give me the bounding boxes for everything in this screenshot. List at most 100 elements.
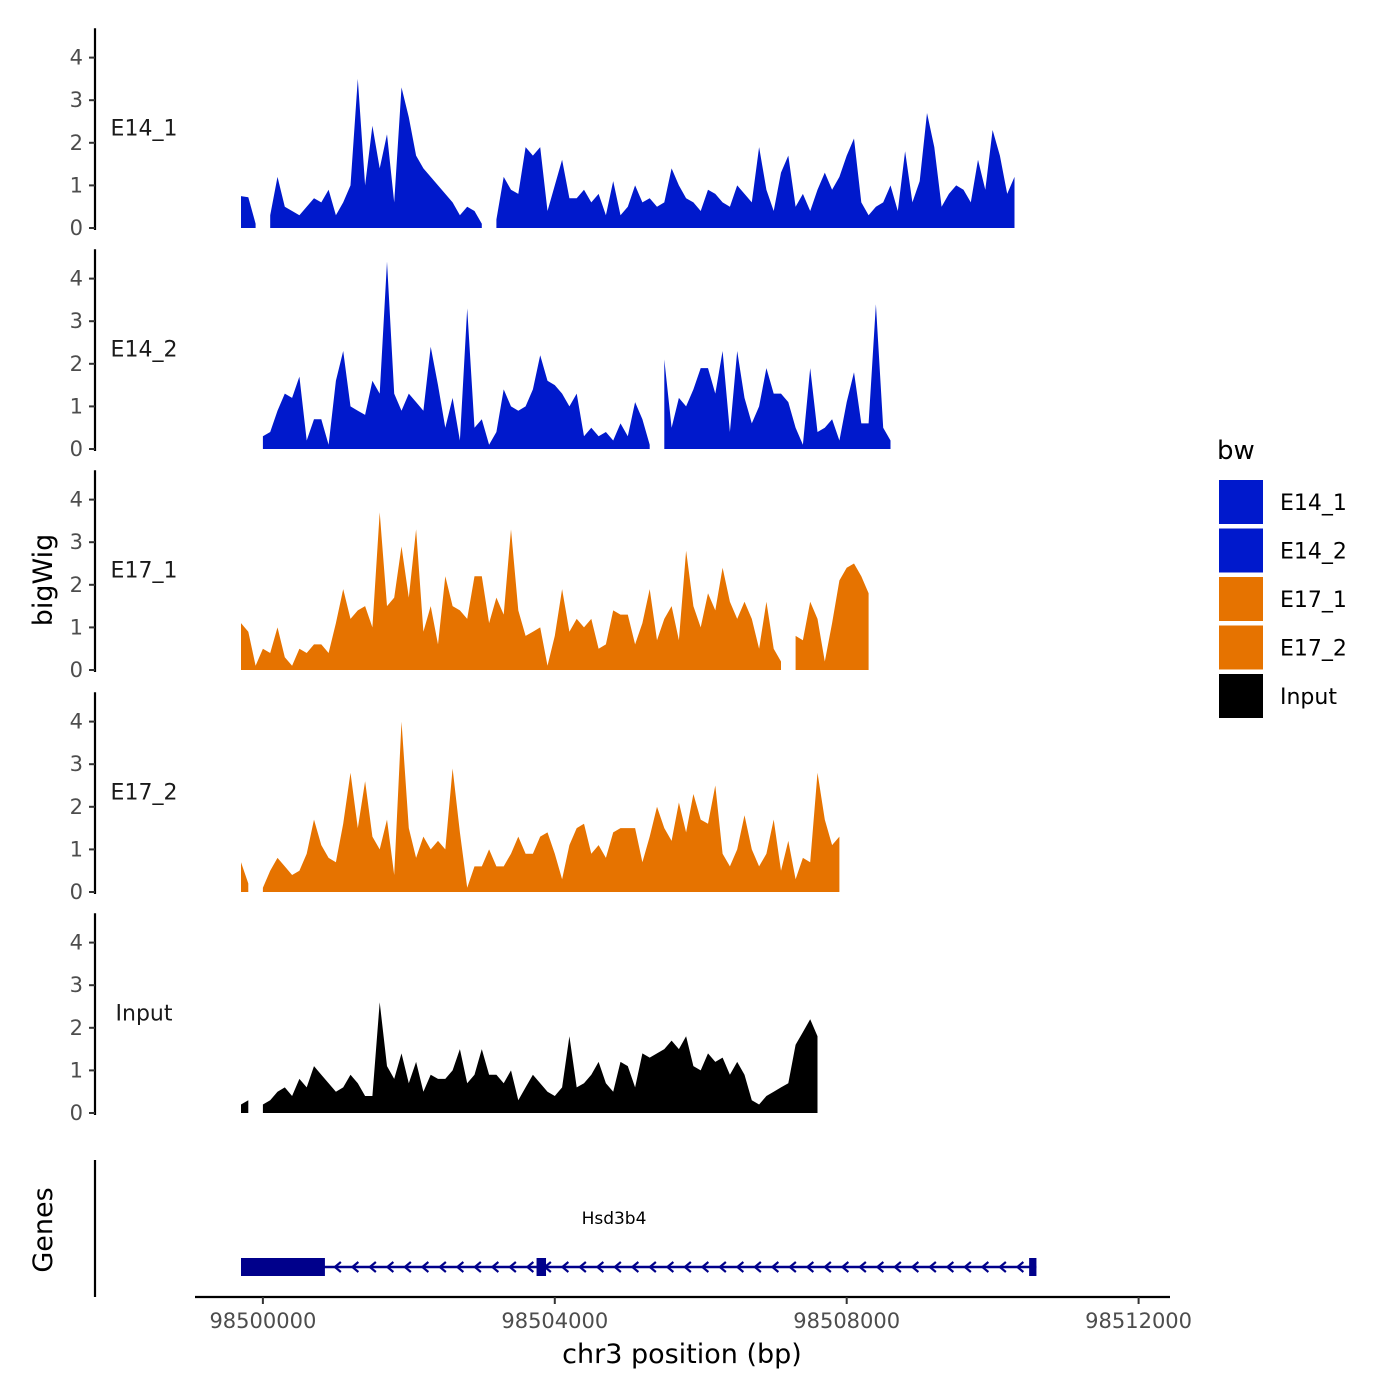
- legend-key-E14_2: [1219, 528, 1263, 573]
- strand-arrow: [840, 1261, 850, 1273]
- y-tick-label: 2: [70, 795, 83, 819]
- strand-arrow: [403, 1261, 412, 1273]
- strand-arrow: [753, 1261, 762, 1273]
- track-Input: 0 1 2 3 4 Input: [70, 913, 818, 1125]
- strand-arrow: [630, 1261, 640, 1273]
- y-tick-label: 1: [70, 837, 83, 861]
- y-tick-label: 3: [70, 88, 83, 112]
- x-tick-label: 98504000: [501, 1309, 608, 1333]
- y-tick-label: 1: [70, 1058, 83, 1082]
- strand-arrow: [665, 1261, 675, 1273]
- x-axis: 98500000 98504000 98508000 98512000: [195, 1295, 1192, 1333]
- legend-key-Input: [1219, 674, 1263, 718]
- strand-arrow: [945, 1261, 955, 1273]
- strand-arrow: [823, 1261, 832, 1273]
- x-axis-title: chr3 position (bp): [562, 1339, 802, 1370]
- strand-arrow: [560, 1261, 570, 1273]
- gene-name-label: Hsd3b4: [582, 1209, 647, 1229]
- area-E14_1: [496, 113, 1015, 228]
- strand-arrow: [718, 1261, 727, 1273]
- track-label: Input: [116, 1002, 173, 1027]
- strand-arrow: [613, 1261, 622, 1273]
- strand-arrow: [963, 1261, 972, 1273]
- strand-arrow: [438, 1261, 447, 1273]
- track-label: E17_1: [111, 559, 178, 584]
- y-tick-label: 3: [70, 309, 83, 333]
- y-tick-label: 1: [70, 615, 83, 639]
- y-tick-label: 4: [70, 488, 83, 512]
- strand-arrow: [648, 1261, 657, 1273]
- strand-arrow: [735, 1261, 745, 1273]
- track-E14_1: 0 1 2 3 4 E14_1: [70, 28, 1015, 240]
- gene-exon: [241, 1258, 325, 1276]
- area-E17_1: [241, 512, 781, 670]
- area-Input: [262, 1002, 818, 1113]
- x-tick-label: 98508000: [793, 1309, 900, 1333]
- y-tick-label: 2: [70, 573, 83, 597]
- strand-arrow: [368, 1261, 377, 1273]
- legend: bw E14_1 E14_2 E17_1 E17_2 Input: [1217, 436, 1347, 718]
- y-tick-label: 4: [70, 931, 83, 955]
- y-tick-label: 3: [70, 530, 83, 554]
- y-tick-label: 2: [70, 352, 83, 376]
- y-tick-label: 0: [70, 880, 83, 904]
- y-tick-label: 4: [70, 267, 83, 291]
- strand-arrow: [910, 1261, 920, 1273]
- track-label: E14_2: [111, 338, 178, 363]
- track-label: E14_1: [111, 117, 178, 142]
- strand-arrow: [455, 1261, 465, 1273]
- strand-arrow: [350, 1261, 360, 1273]
- area-E14_2: [262, 261, 650, 449]
- area-E17_2: [262, 721, 840, 892]
- strand-arrow: [508, 1261, 517, 1273]
- legend-key-E17_1: [1219, 577, 1263, 621]
- strand-arrow: [875, 1261, 885, 1273]
- strand-arrow: [333, 1261, 342, 1273]
- area-Input: [241, 1100, 249, 1113]
- gene-exon: [1029, 1258, 1037, 1276]
- y-tick-label: 2: [70, 1016, 83, 1040]
- strand-arrow: [525, 1261, 535, 1273]
- legend-label: E14_2: [1280, 540, 1347, 565]
- y-tick-label: 1: [70, 173, 83, 197]
- strand-arrow: [420, 1261, 430, 1273]
- genes-track-title: Genes: [28, 1187, 59, 1272]
- x-tick-label: 98512000: [1085, 1309, 1192, 1333]
- y-tick-label: 4: [70, 46, 83, 70]
- y-tick-label: 0: [70, 216, 83, 240]
- y-tick-label: 1: [70, 394, 83, 418]
- y-tick-label: 3: [70, 752, 83, 776]
- y-tick-label: 4: [70, 710, 83, 734]
- track-E17_1: 0 1 2 3 4 E17_1: [70, 470, 869, 682]
- track-E17_2: 0 1 2 3 4 E17_2: [70, 692, 840, 904]
- gene-track: Hsd3b4: [93, 1160, 1037, 1297]
- strand-arrow: [1015, 1261, 1025, 1273]
- area-E17_2: [241, 862, 249, 892]
- strand-arrow: [893, 1261, 902, 1273]
- strand-arrow: [805, 1261, 815, 1273]
- legend-title: bw: [1217, 436, 1255, 466]
- signal-tracks: 0 1 2 3 4 E14_1 0 1 2 3 4 E14_2 0 1 2 3 4 E17_1 0 1 2 3 4 E17_2…: [70, 28, 1015, 1125]
- strand-arrow: [385, 1261, 395, 1273]
- legend-label: E17_1: [1280, 588, 1347, 613]
- gene-exon: [536, 1258, 547, 1276]
- strand-arrow: [473, 1261, 482, 1273]
- strand-arrow: [700, 1261, 710, 1273]
- area-E14_1: [241, 196, 256, 228]
- strand-arrow: [928, 1261, 937, 1273]
- y-tick-label: 2: [70, 131, 83, 155]
- legend-key-E17_2: [1219, 625, 1263, 670]
- area-E17_1: [795, 563, 869, 670]
- track-label: E17_2: [111, 781, 178, 806]
- strand-arrow: [770, 1261, 780, 1273]
- y-tick-label: 0: [70, 1101, 83, 1125]
- y-axis-title: bigWig: [28, 534, 59, 627]
- strand-arrow: [683, 1261, 692, 1273]
- legend-label: E17_2: [1280, 637, 1347, 662]
- track-E14_2: 0 1 2 3 4 E14_2: [70, 249, 891, 461]
- y-tick-label: 0: [70, 437, 83, 461]
- y-tick-label: 0: [70, 658, 83, 682]
- strand-arrow: [595, 1261, 605, 1273]
